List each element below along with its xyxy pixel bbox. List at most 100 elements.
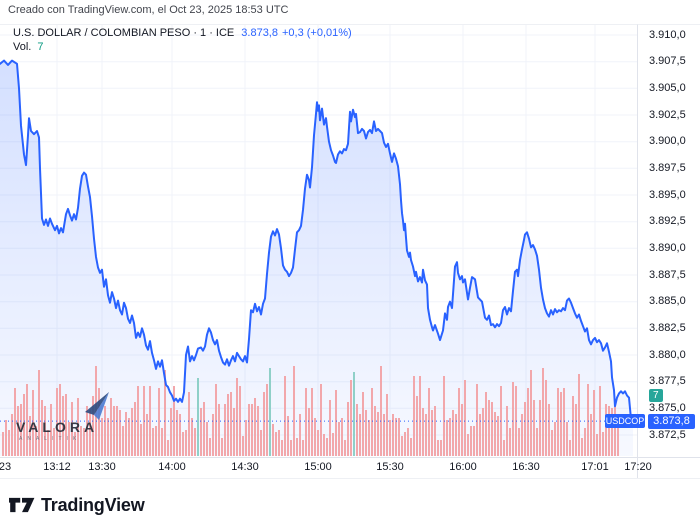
volume-bar	[476, 384, 478, 456]
volume-bar	[131, 408, 133, 456]
price-change: +0,3 (+0,01%)	[281, 27, 352, 39]
volume-bar	[35, 426, 37, 456]
volume-bar	[290, 440, 292, 456]
volume-bar	[275, 432, 277, 456]
volume-bar	[362, 392, 364, 456]
volume-bar	[149, 386, 151, 456]
volume-bar	[122, 426, 124, 456]
volume-bar	[503, 440, 505, 456]
volume-bar	[407, 428, 409, 456]
price-scale-label: 3.907,5	[649, 55, 686, 68]
volume-bar	[197, 378, 199, 456]
volume-bar	[29, 416, 31, 456]
volume-bar	[140, 424, 142, 456]
volume-bar	[548, 404, 550, 456]
volume-bar	[299, 414, 301, 456]
volume-bar	[509, 428, 511, 456]
volume-bar	[65, 394, 67, 456]
volume-bar	[281, 440, 283, 456]
volume-bar	[200, 408, 202, 456]
volume-bar	[101, 418, 103, 456]
volume-bar	[521, 414, 523, 456]
volume-bar	[554, 422, 556, 456]
volume-bar	[164, 370, 166, 456]
time-scale-label: 17:01	[581, 461, 609, 473]
volume-bar	[14, 388, 16, 456]
volume-bar	[575, 404, 577, 456]
volume-bar	[188, 392, 190, 456]
volume-bar	[23, 394, 25, 456]
chart-legend: U.S. DOLLAR / COLOMBIAN PESO · 1 · ICE 3.…	[13, 27, 352, 53]
volume-bar	[251, 404, 253, 456]
volume-bar	[272, 424, 274, 456]
volume-bar	[347, 402, 349, 456]
volume-bar	[602, 432, 604, 456]
volume-bar	[146, 414, 148, 456]
volume-bar	[317, 430, 319, 456]
volume-bar	[530, 370, 532, 456]
volume-bar	[491, 402, 493, 456]
volume-bar	[527, 388, 529, 456]
symbol-title: U.S. DOLLAR / COLOMBIAN PESO · 1 · ICE	[13, 27, 235, 39]
volume-axis-badge: 7	[649, 389, 663, 402]
volume-bar	[335, 390, 337, 456]
volume-bar	[383, 414, 385, 456]
volume-bar	[416, 396, 418, 456]
volume-bar	[434, 406, 436, 456]
price-scale-label: 3.877,5	[649, 375, 686, 388]
volume-bar	[74, 432, 76, 456]
volume-bar	[470, 426, 472, 456]
price-scale-label: 3.910,0	[649, 28, 686, 41]
volume-bar	[368, 420, 370, 456]
price-scale-label: 3.885,0	[649, 295, 686, 308]
volume-bar	[494, 412, 496, 456]
volume-bar	[572, 396, 574, 456]
volume-bar	[257, 406, 259, 456]
price-scale-label: 3.872,5	[649, 428, 686, 441]
volume-bar	[287, 416, 289, 456]
volume-bar	[419, 376, 421, 456]
volume-bar	[176, 410, 178, 456]
volume-bar	[128, 418, 130, 456]
volume-bar	[356, 404, 358, 456]
volume-bar	[227, 394, 229, 456]
volume-bar	[218, 404, 220, 456]
volume-bar	[431, 410, 433, 456]
volume-bar	[155, 426, 157, 456]
volume-bar	[479, 414, 481, 456]
volume-bar	[161, 428, 163, 456]
volume-bar	[98, 388, 100, 456]
time-scale-label: 15:00	[304, 461, 332, 473]
volume-bar	[497, 416, 499, 456]
volume-bar	[314, 418, 316, 456]
time-scale-label: 14:30	[231, 461, 259, 473]
valora-watermark: VALORA ANALITIK	[14, 390, 134, 448]
volume-bar	[485, 392, 487, 456]
volume-bar	[260, 430, 262, 456]
time-scale-label: 23	[0, 461, 12, 473]
volume-bar	[329, 400, 331, 456]
volume-label: Vol.	[13, 41, 32, 53]
volume-bar	[482, 408, 484, 456]
volume-bar	[413, 376, 415, 456]
volume-bar	[611, 408, 613, 456]
attribution-text: Creado con TradingView.com, el Oct 23, 2…	[8, 4, 289, 16]
volume-bar	[389, 420, 391, 456]
volume-bar	[524, 402, 526, 456]
volume-bar	[587, 384, 589, 456]
watermark-subtitle: ANALITIK	[19, 436, 82, 442]
price-scale-label: 3.902,5	[649, 108, 686, 121]
volume-bar	[62, 396, 64, 456]
volume-bar	[449, 418, 451, 456]
tradingview-footer[interactable]: TradingView	[9, 494, 145, 516]
volume-bar	[269, 368, 271, 456]
volume-bar	[170, 408, 172, 456]
volume-bar	[68, 422, 70, 456]
volume-bar	[41, 400, 43, 456]
volume-bar	[428, 388, 430, 456]
volume-bar	[581, 438, 583, 456]
volume-bar	[86, 406, 88, 456]
volume-bar	[242, 436, 244, 456]
price-scale-label: 3.892,5	[649, 215, 686, 228]
